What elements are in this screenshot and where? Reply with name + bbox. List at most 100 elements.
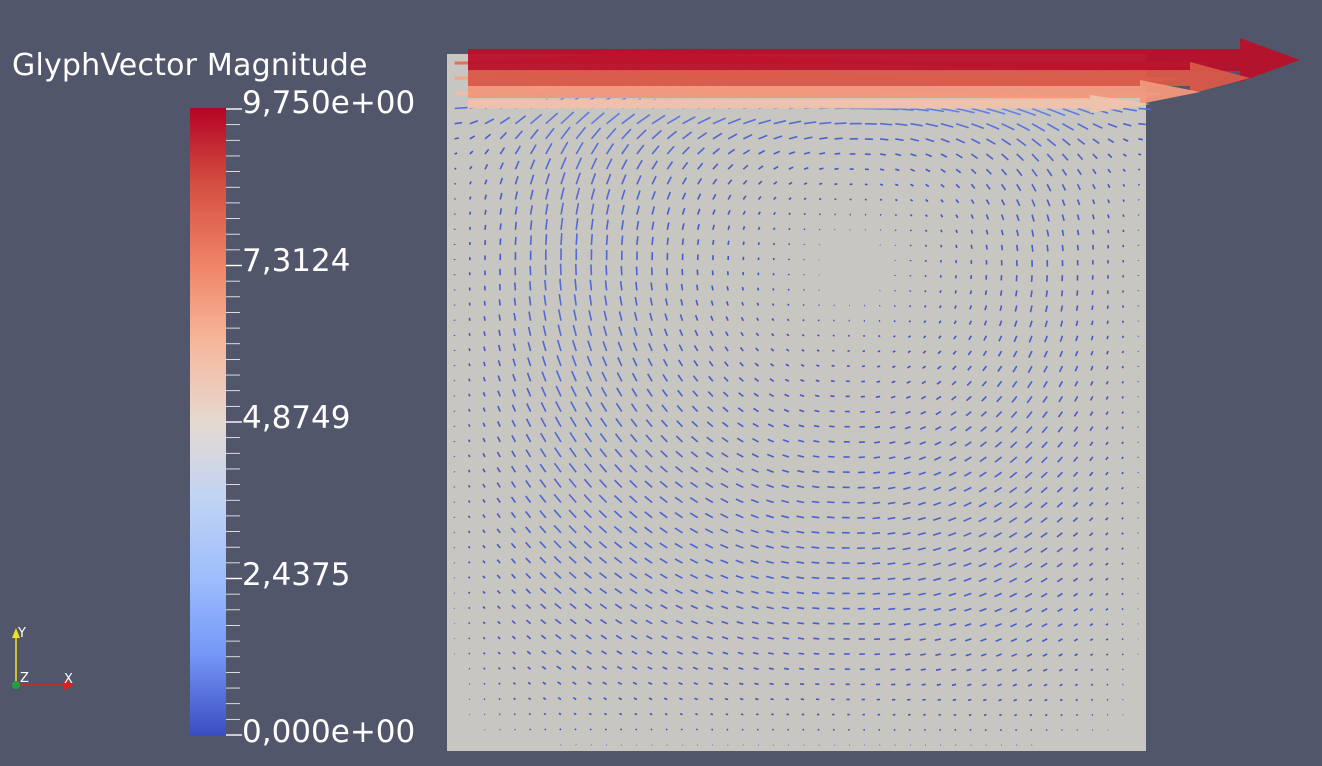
vector-glyph (1009, 456, 1018, 464)
vector-glyph (1061, 244, 1064, 252)
vector-glyph (496, 559, 501, 564)
vector-glyph (1027, 683, 1033, 687)
vector-glyph (575, 172, 581, 185)
vector-glyph (735, 513, 744, 519)
vector-glyph (880, 122, 893, 126)
vector-glyph (690, 435, 699, 443)
vector-glyph (468, 378, 471, 382)
vector-glyph (646, 650, 653, 655)
vector-glyph (678, 681, 683, 686)
vector-glyph (1107, 153, 1113, 159)
vector-glyph (735, 590, 744, 595)
vector-glyph (554, 431, 562, 443)
vector-glyph (482, 453, 486, 458)
vector-glyph (996, 653, 1002, 657)
vector-glyph (1025, 607, 1033, 613)
vector-glyph (966, 668, 972, 672)
vector-glyph (1044, 335, 1048, 343)
vector-glyph (539, 587, 547, 594)
vector-glyph (1011, 395, 1018, 403)
vector-glyph (1001, 122, 1015, 131)
vector-glyph (796, 515, 805, 519)
vector-glyph (781, 499, 790, 504)
vector-glyph (753, 392, 759, 398)
vector-glyph (587, 697, 592, 701)
vector-glyph (483, 698, 486, 701)
vector-glyph (1016, 183, 1022, 192)
vector-glyph (879, 183, 884, 186)
vector-glyph (560, 141, 569, 155)
vector-glyph (751, 468, 759, 473)
vector-glyph (631, 387, 638, 397)
vector-glyph (812, 455, 820, 458)
vector-glyph (887, 532, 896, 535)
vector-glyph (544, 728, 547, 731)
vector-glyph (982, 683, 987, 687)
vector-glyph (872, 516, 881, 520)
vector-glyph (1121, 532, 1124, 535)
vector-glyph (605, 265, 608, 276)
vector-glyph (829, 410, 835, 413)
vector-glyph (1031, 229, 1035, 237)
vector-glyph (682, 115, 696, 125)
vector-glyph (690, 589, 699, 595)
vector-glyph (482, 560, 486, 564)
vector-glyph (965, 638, 972, 642)
vector-glyph (1024, 471, 1033, 479)
vector-glyph (1024, 577, 1033, 583)
vector-glyph (1046, 229, 1050, 237)
vector-glyph (1031, 199, 1036, 207)
vector-glyph (788, 166, 794, 170)
scalar-bar-label-3: 7,3124 (242, 243, 351, 279)
vector-glyph (454, 121, 463, 125)
vector-glyph (963, 577, 972, 582)
vector-glyph (586, 371, 593, 382)
vector-glyph (934, 425, 942, 431)
vector-glyph (768, 408, 775, 413)
vector-glyph (873, 622, 881, 625)
vector-glyph (800, 379, 805, 383)
vector-glyph (679, 697, 683, 701)
vector-glyph (484, 164, 489, 170)
vector-glyph (932, 547, 942, 552)
vector-glyph (910, 198, 914, 202)
vector-glyph (1072, 486, 1079, 493)
vector-glyph (798, 424, 805, 428)
vector-glyph (605, 173, 612, 185)
vector-glyph (933, 607, 942, 612)
vector-glyph (540, 603, 547, 610)
vector-glyph (1075, 305, 1079, 311)
vector-glyph (1024, 532, 1033, 539)
vector-glyph (826, 546, 835, 549)
vector-glyph (1076, 199, 1081, 206)
vector-glyph (467, 500, 471, 503)
vector-glyph (887, 516, 896, 520)
vector-glyph (920, 395, 927, 400)
vector-glyph (1072, 562, 1079, 567)
vector-glyph (606, 127, 617, 140)
vector-glyph (909, 290, 912, 292)
vector-glyph (499, 116, 511, 125)
vector-glyph (660, 619, 668, 625)
vector-glyph (722, 651, 729, 655)
vector-glyph (1031, 153, 1040, 162)
vector-glyph (1121, 501, 1124, 505)
vector-glyph (948, 607, 957, 612)
vector-glyph (742, 149, 751, 155)
vector-glyph (751, 605, 759, 610)
vector-glyph (1057, 456, 1063, 463)
vector-glyph (735, 498, 744, 504)
vector-glyph (737, 422, 744, 428)
vector-glyph (917, 577, 926, 581)
vector-glyph (872, 577, 881, 580)
vector-glyph (545, 234, 548, 245)
vector-glyph (754, 377, 759, 382)
vector-glyph (1000, 183, 1007, 191)
vector-glyph (890, 410, 896, 414)
vector-glyph (604, 280, 608, 291)
vector-glyph (781, 560, 790, 564)
vector-glyph (1011, 653, 1018, 658)
vector-glyph (932, 562, 942, 567)
